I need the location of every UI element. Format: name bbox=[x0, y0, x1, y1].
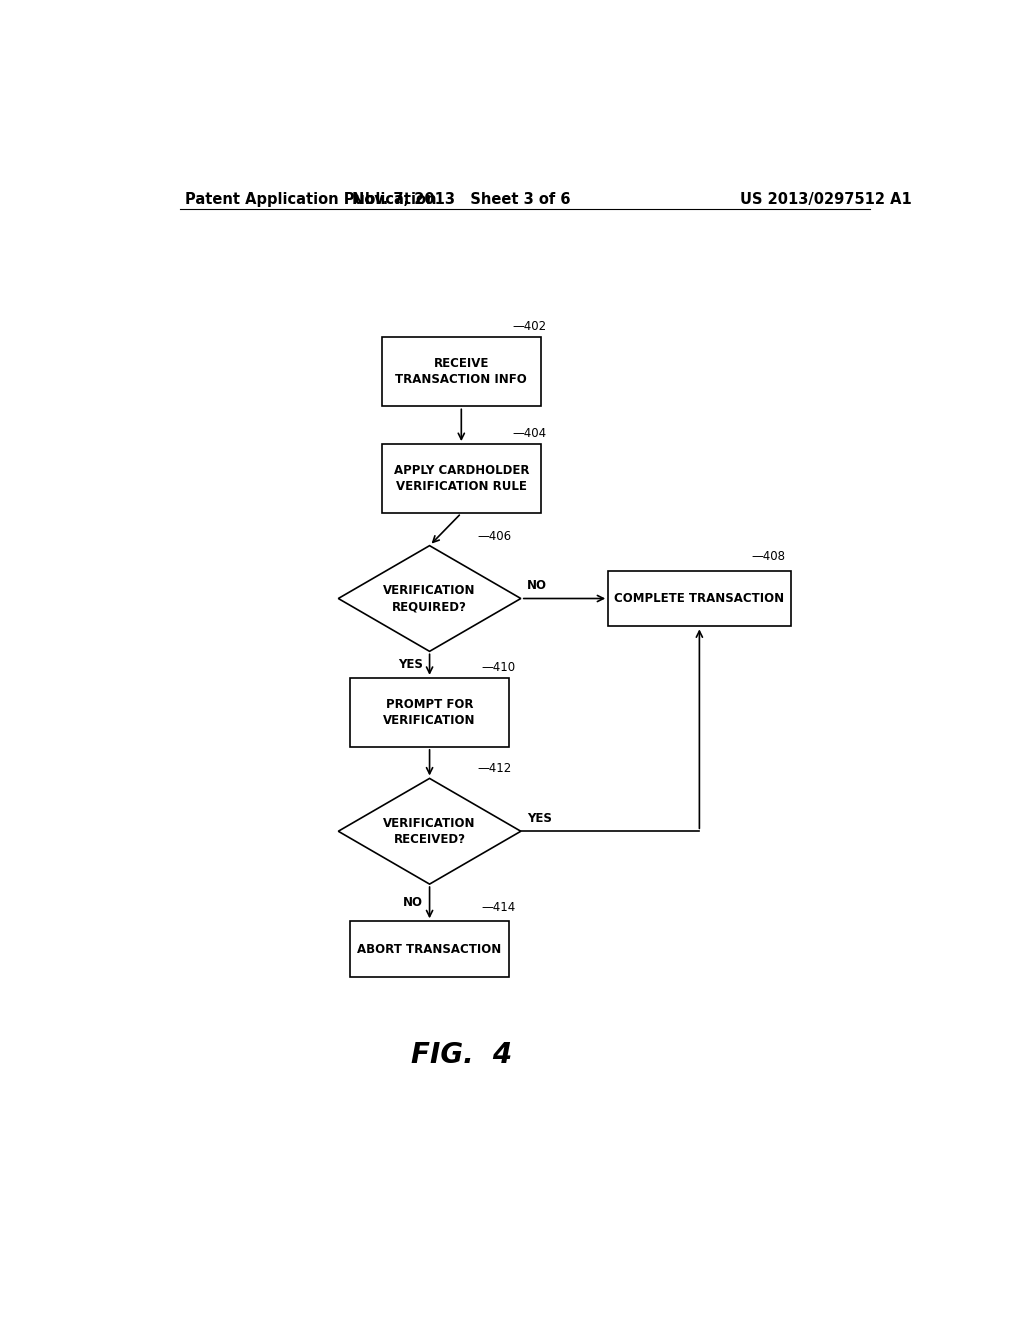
Text: —414: —414 bbox=[481, 900, 515, 913]
Bar bbox=[350, 677, 509, 747]
Text: NO: NO bbox=[403, 896, 423, 909]
Polygon shape bbox=[338, 779, 521, 884]
Text: —408: —408 bbox=[751, 550, 785, 562]
Bar bbox=[382, 444, 541, 513]
Text: —406: —406 bbox=[477, 529, 511, 543]
Text: APPLY CARDHOLDER
VERIFICATION RULE: APPLY CARDHOLDER VERIFICATION RULE bbox=[393, 465, 529, 494]
Text: NO: NO bbox=[527, 579, 547, 593]
Text: —402: —402 bbox=[513, 321, 547, 333]
Polygon shape bbox=[338, 545, 521, 651]
Bar bbox=[350, 921, 509, 977]
Bar bbox=[382, 338, 541, 407]
Text: Patent Application Publication: Patent Application Publication bbox=[185, 191, 436, 206]
Text: ABORT TRANSACTION: ABORT TRANSACTION bbox=[357, 942, 502, 956]
Text: US 2013/0297512 A1: US 2013/0297512 A1 bbox=[740, 191, 912, 206]
Text: RECEIVE
TRANSACTION INFO: RECEIVE TRANSACTION INFO bbox=[395, 358, 527, 387]
Text: YES: YES bbox=[398, 659, 423, 671]
Text: VERIFICATION
RECEIVED?: VERIFICATION RECEIVED? bbox=[383, 817, 476, 846]
Bar bbox=[608, 570, 791, 627]
Text: PROMPT FOR
VERIFICATION: PROMPT FOR VERIFICATION bbox=[383, 698, 476, 727]
Text: YES: YES bbox=[527, 812, 552, 825]
Text: —410: —410 bbox=[481, 661, 515, 673]
Text: VERIFICATION
REQUIRED?: VERIFICATION REQUIRED? bbox=[383, 583, 476, 612]
Text: FIG.  4: FIG. 4 bbox=[411, 1041, 512, 1069]
Text: —412: —412 bbox=[477, 763, 511, 775]
Text: COMPLETE TRANSACTION: COMPLETE TRANSACTION bbox=[614, 591, 784, 605]
Text: —404: —404 bbox=[513, 426, 547, 440]
Text: Nov. 7, 2013   Sheet 3 of 6: Nov. 7, 2013 Sheet 3 of 6 bbox=[352, 191, 570, 206]
